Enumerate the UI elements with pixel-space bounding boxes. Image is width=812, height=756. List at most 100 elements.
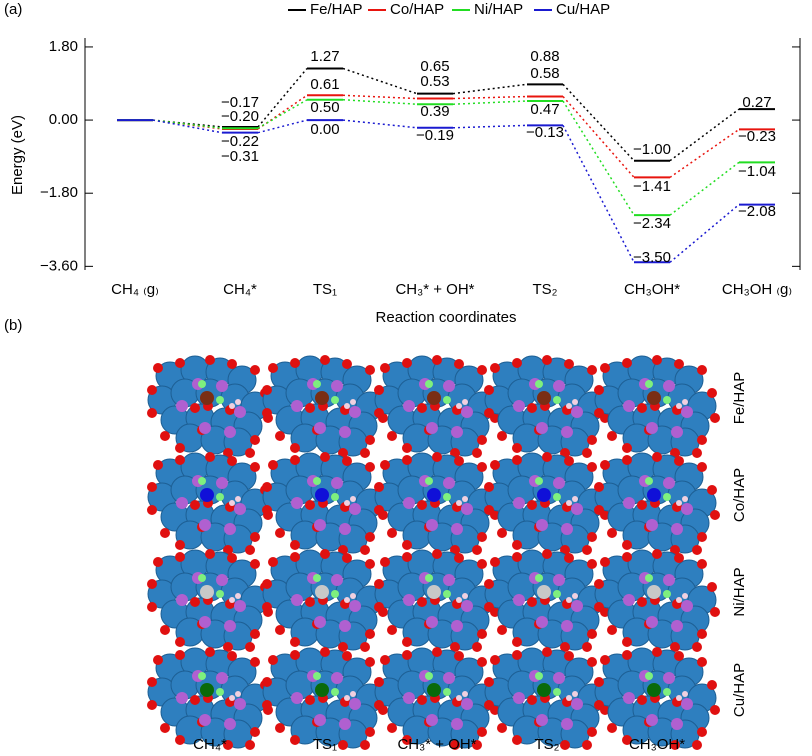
atom (652, 452, 662, 462)
atom (622, 540, 632, 550)
atom (153, 557, 163, 567)
atom (676, 597, 682, 603)
atom (607, 528, 617, 538)
atom (223, 740, 233, 750)
atom (275, 528, 285, 538)
atom (402, 358, 412, 368)
atom (536, 422, 548, 434)
atom (697, 365, 707, 375)
x-tick-label: CH₃OH* (624, 281, 680, 298)
atom (477, 365, 487, 375)
atom (349, 503, 361, 515)
column-label: CH₄* (193, 736, 227, 753)
atom (315, 585, 329, 599)
atom (707, 680, 717, 690)
atom (426, 422, 438, 434)
atom (600, 363, 610, 373)
connector (342, 99, 418, 105)
atom (682, 691, 688, 697)
connector (452, 95, 528, 100)
atom (535, 672, 543, 680)
atom (365, 657, 375, 667)
atom (443, 380, 455, 392)
atom (175, 552, 185, 562)
atom (564, 651, 574, 661)
atom (561, 620, 573, 632)
atom (229, 500, 235, 506)
atom (513, 692, 525, 704)
atom (566, 597, 572, 603)
atom (472, 545, 482, 555)
value-label: −0.22 (221, 133, 259, 150)
atom (566, 695, 572, 701)
atom (670, 545, 680, 555)
atom (676, 695, 682, 701)
atom (607, 723, 617, 733)
atom (553, 590, 561, 598)
atom (564, 553, 574, 563)
atom (477, 532, 487, 542)
atom (587, 462, 597, 472)
atom (572, 399, 578, 405)
atom (331, 688, 339, 696)
atom (553, 688, 561, 696)
atom (190, 695, 200, 705)
atom (456, 403, 462, 409)
atom (291, 692, 303, 704)
atom (663, 477, 675, 489)
structure-image (147, 549, 273, 652)
atom (313, 672, 321, 680)
atom (175, 443, 185, 453)
value-label: −0.19 (416, 127, 454, 144)
atom (250, 559, 260, 569)
atom (622, 637, 632, 647)
atom (681, 503, 693, 515)
atom (417, 500, 427, 510)
atom (227, 456, 237, 466)
atom (234, 600, 246, 612)
atom (623, 497, 635, 509)
atom (147, 602, 157, 612)
atom (645, 672, 653, 680)
value-label: −0.13 (526, 124, 564, 141)
atom (380, 363, 390, 373)
atom (250, 462, 260, 472)
atom (697, 559, 707, 569)
structure-image (484, 355, 610, 458)
atom (147, 505, 157, 515)
atom (535, 380, 543, 388)
atom (262, 505, 272, 515)
atom (147, 385, 157, 395)
atom (594, 602, 604, 612)
atom (512, 540, 522, 550)
atom (425, 672, 433, 680)
atom (160, 528, 170, 538)
value-label: 0.50 (310, 99, 339, 116)
structure-image (594, 647, 720, 750)
atom (314, 714, 326, 726)
atom (587, 532, 597, 542)
atom (652, 647, 662, 657)
atom (561, 718, 573, 730)
atom (542, 452, 552, 462)
y-tick-label: 1.80 (49, 38, 78, 55)
atom (692, 448, 702, 458)
atom (320, 452, 330, 462)
column-label: CH₃OH* (629, 736, 685, 753)
atom (600, 557, 610, 567)
atom (432, 549, 442, 559)
atom (484, 602, 494, 612)
atom (607, 431, 617, 441)
y-axis-label: Energy (eV) (9, 115, 26, 195)
atom (572, 593, 578, 599)
atom (582, 740, 592, 750)
connector (562, 100, 635, 216)
atom (320, 355, 330, 365)
atom (175, 540, 185, 550)
atom (512, 358, 522, 368)
atom (305, 695, 315, 705)
atom (365, 435, 375, 445)
atom (427, 488, 441, 502)
atom (229, 403, 235, 409)
atom (374, 385, 384, 395)
